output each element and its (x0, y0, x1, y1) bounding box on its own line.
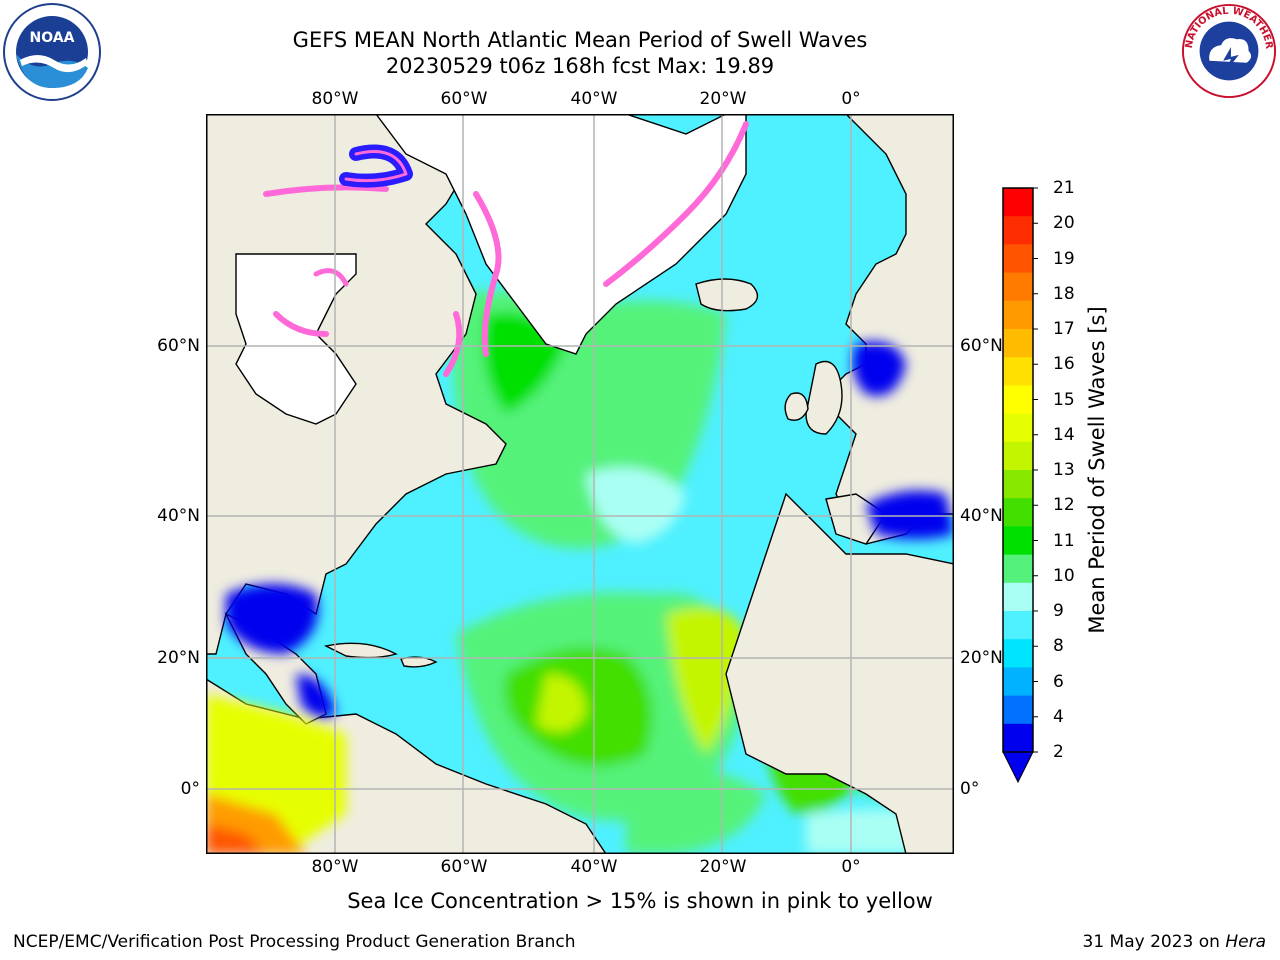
colorbar-segment (1003, 498, 1033, 527)
colorbar-segment (1003, 695, 1033, 725)
colorbar-label: 2 (1053, 742, 1064, 762)
colorbar-label: 19 (1053, 248, 1075, 269)
colorbar-extend-arrow (1002, 751, 1034, 784)
colorbar-label: 21 (1053, 178, 1075, 198)
colorbar-segment (1003, 582, 1033, 612)
colorbar-label: 8 (1053, 636, 1064, 657)
lat-tick-right: 60°N (960, 336, 1003, 356)
noaa-logo-text: NOAA (30, 30, 75, 46)
lat-tick-right: 0° (960, 779, 980, 799)
lat-tick-right: 40°N (960, 506, 1003, 526)
sea-ice-note: Sea Ice Concentration > 15% is shown in … (0, 889, 1280, 913)
lon-tick-top: 80°W (311, 89, 359, 109)
lat-tick-left: 0° (180, 779, 200, 799)
hispaniola (400, 656, 438, 668)
lon-tick-bottom: 80°W (311, 857, 359, 877)
colorbar-segment (1003, 413, 1033, 443)
colorbar-segment (1003, 216, 1033, 245)
iceland (695, 278, 759, 312)
lat-tick-left: 60°N (157, 336, 200, 356)
colorbar-segment (1003, 441, 1033, 471)
lon-tick-top: 40°W (570, 89, 618, 109)
footer-host: Hera (1225, 932, 1266, 952)
colorbar-segment (1003, 300, 1033, 330)
footer-date-text: 31 May 2023 on (1082, 932, 1220, 952)
colorbar-ticks (1033, 187, 1038, 753)
africa-land (725, 492, 954, 854)
lon-tick-top: 20°W (699, 89, 747, 109)
colorbar-segment (1003, 723, 1033, 753)
colorbar-label: 17 (1053, 319, 1075, 339)
colorbar-segment (1003, 272, 1033, 302)
lon-tick-bottom: 0° (841, 857, 861, 877)
colorbar-label: 18 (1053, 283, 1075, 304)
low-period-zones (226, 341, 954, 718)
colorbar (1002, 187, 1038, 784)
great-britain (805, 360, 843, 435)
colorbar-segment (1003, 470, 1033, 499)
cuba (323, 642, 398, 659)
lat-tick-left: 40°N (157, 506, 200, 526)
colorbar-segment (1003, 554, 1033, 584)
colorbar-segment (1003, 385, 1033, 415)
colorbar-segment (1003, 611, 1033, 640)
nws-logo: NATIONAL WEATHER SERVICE (1180, 2, 1277, 99)
colorbar-label: 13 (1053, 460, 1075, 480)
colorbar-label: 14 (1053, 424, 1075, 445)
colorbar-segment (1003, 244, 1033, 274)
noaa-logo: NOAA (3, 3, 101, 101)
lon-tick-bottom: 40°W (570, 857, 618, 877)
colorbar-segment (1003, 188, 1033, 217)
footer-credit: NCEP/EMC/Verification Post Processing Pr… (13, 932, 576, 952)
colorbar-label: 4 (1053, 706, 1064, 727)
graticule (206, 114, 954, 854)
swell-period-map (206, 114, 954, 854)
lon-tick-top: 0° (841, 89, 861, 109)
colorbar-label: 15 (1053, 389, 1075, 410)
colorbar-segment (1003, 357, 1033, 386)
sea-ice-note-text: Sea Ice Concentration > 15% is shown in … (347, 889, 933, 913)
colorbar-segment (1003, 329, 1033, 358)
colorbar-title: Mean Period of Swell Waves [s] (1085, 306, 1109, 634)
chart-title: GEFS MEAN North Atlantic Mean Period of … (292, 28, 868, 52)
colorbar-label: 9 (1053, 601, 1064, 621)
colorbar-segments (1003, 188, 1033, 753)
colorbar-label: 20 (1053, 213, 1075, 234)
chart-subtitle: 20230529 t06z 168h fcst Max: 19.89 (385, 54, 775, 78)
colorbar-segment (1003, 667, 1033, 697)
colorbar-label: 16 (1053, 354, 1075, 375)
map-border (206, 114, 954, 854)
south-america-field (206, 694, 346, 854)
colorbar-label: 12 (1053, 495, 1075, 516)
colorbar-segment (1003, 639, 1033, 668)
lon-tick-bottom: 20°W (699, 857, 747, 877)
lat-tick-right: 20°N (960, 648, 1003, 668)
lon-tick-bottom: 60°W (440, 857, 488, 877)
colorbar-segment (1003, 526, 1033, 556)
colorbar-label: 6 (1053, 671, 1064, 692)
sea-ice-edge (263, 121, 749, 377)
lon-tick-top: 60°W (440, 89, 488, 109)
ireland (784, 392, 809, 421)
lat-tick-left: 20°N (157, 648, 200, 668)
colorbar-label: 11 (1053, 530, 1075, 551)
colorbar-label: 10 (1053, 565, 1075, 586)
footer-date: 31 May 2023 on Hera (1083, 932, 1267, 952)
